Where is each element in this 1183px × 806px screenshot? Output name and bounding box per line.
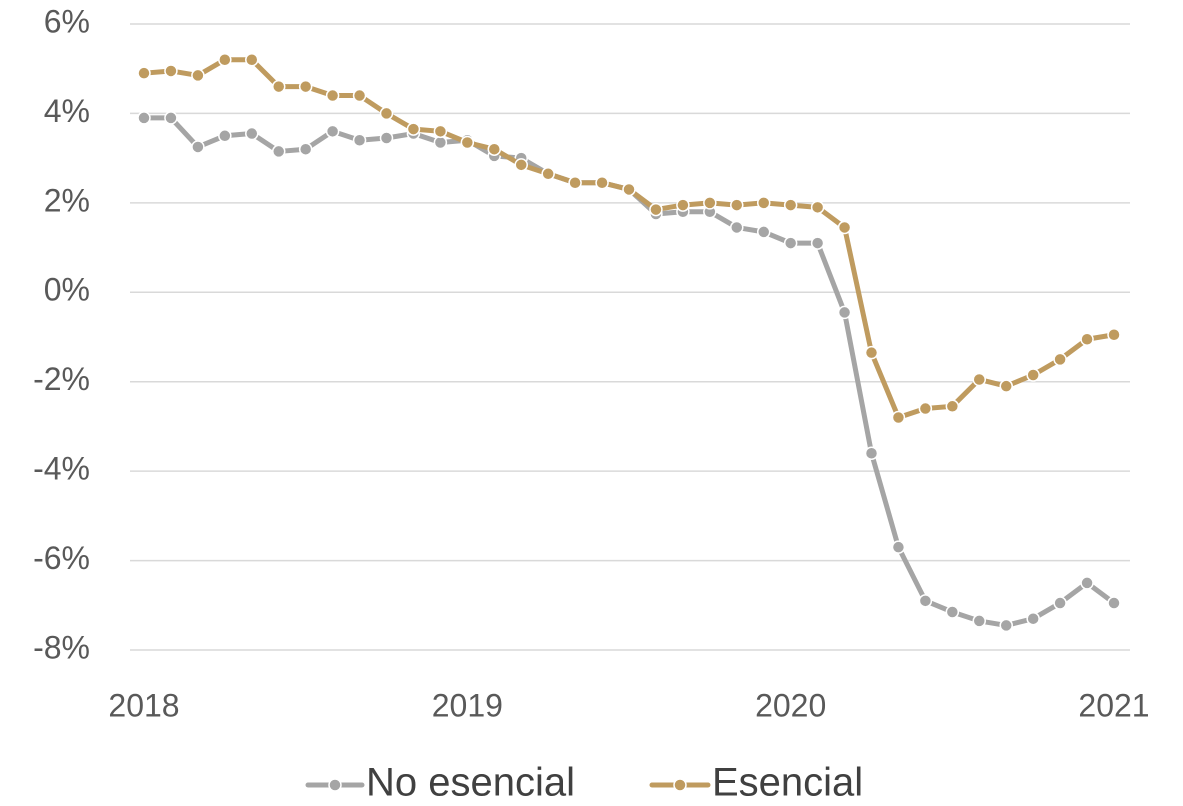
data-point [703,196,717,210]
data-point [325,88,340,103]
data-point [433,124,448,139]
data-point [999,618,1013,633]
legend-label: Esencial [712,761,863,805]
y-axis-tick-labels: 6% 4% 2% 0% -2% -4% -6% -8% [33,3,90,665]
data-point [864,446,879,461]
data-point [218,129,232,143]
data-point [298,79,313,94]
data-point [164,111,178,125]
y-tick-label: 6% [44,3,90,39]
data-point [810,236,825,250]
legend-item: Esencial [649,761,863,805]
legend-swatch-marker [673,778,687,792]
data-point [730,198,744,212]
y-tick-label: 4% [44,93,90,129]
data-point [379,106,394,121]
data-point [1053,596,1067,610]
data-point [514,158,528,172]
data-point [783,236,798,250]
data-point [1107,328,1121,342]
data-point [864,345,879,360]
data-point [541,167,555,181]
y-tick-label: 2% [44,182,90,218]
data-point [460,135,475,150]
series-layer [137,53,1121,633]
data-point [352,88,367,103]
data-point [218,53,232,67]
gridlines [130,23,1130,651]
data-point [271,144,286,159]
legend-item: No esencial [305,761,575,805]
data-point [837,220,852,235]
data-point [891,540,906,554]
x-tick-label: 2018 [108,687,179,723]
x-tick-label: 2021 [1078,687,1149,723]
data-point [1053,352,1067,367]
x-axis-tick-labels: 2018 2019 2020 2021 [108,687,1149,723]
data-point [352,133,367,148]
data-point [568,175,582,190]
data-point [756,225,771,239]
data-point [622,182,636,197]
x-tick-label: 2019 [432,687,503,723]
data-point [810,200,825,215]
data-point [433,135,448,150]
data-point [325,124,340,139]
y-tick-label: -8% [33,629,90,665]
data-point [595,175,609,190]
data-point [1026,368,1040,382]
data-point [756,196,771,210]
data-point [245,53,259,67]
data-point [972,614,987,628]
data-point [137,111,151,125]
data-point [1080,576,1094,590]
data-point [945,399,960,414]
data-point [918,401,933,416]
data-point [191,140,205,154]
data-point [1080,332,1094,346]
data-point [1026,611,1040,626]
y-tick-label: -2% [33,361,90,397]
data-point [945,605,960,619]
data-point [649,202,663,217]
data-point [191,68,205,83]
y-tick-label: -4% [33,451,90,487]
y-tick-label: 0% [44,272,90,308]
data-point [1107,596,1121,610]
data-point [918,594,933,608]
legend: No esencial Esencial [305,761,863,805]
y-tick-label: -6% [33,540,90,576]
data-point [999,379,1013,393]
data-point [676,198,690,212]
data-point [730,220,744,235]
data-point [783,198,798,212]
series-esencial [137,53,1121,425]
legend-label: No esencial [366,761,575,805]
data-point [298,142,313,156]
data-point [164,64,178,78]
data-point [379,131,394,145]
legend-swatch-marker [328,778,342,792]
data-point [406,122,421,136]
data-point [245,126,259,141]
data-point [837,305,852,320]
data-point [487,142,502,156]
x-tick-label: 2020 [755,687,826,723]
data-point [271,79,286,94]
data-point [891,410,906,425]
data-point [137,66,151,80]
data-point [972,372,987,387]
